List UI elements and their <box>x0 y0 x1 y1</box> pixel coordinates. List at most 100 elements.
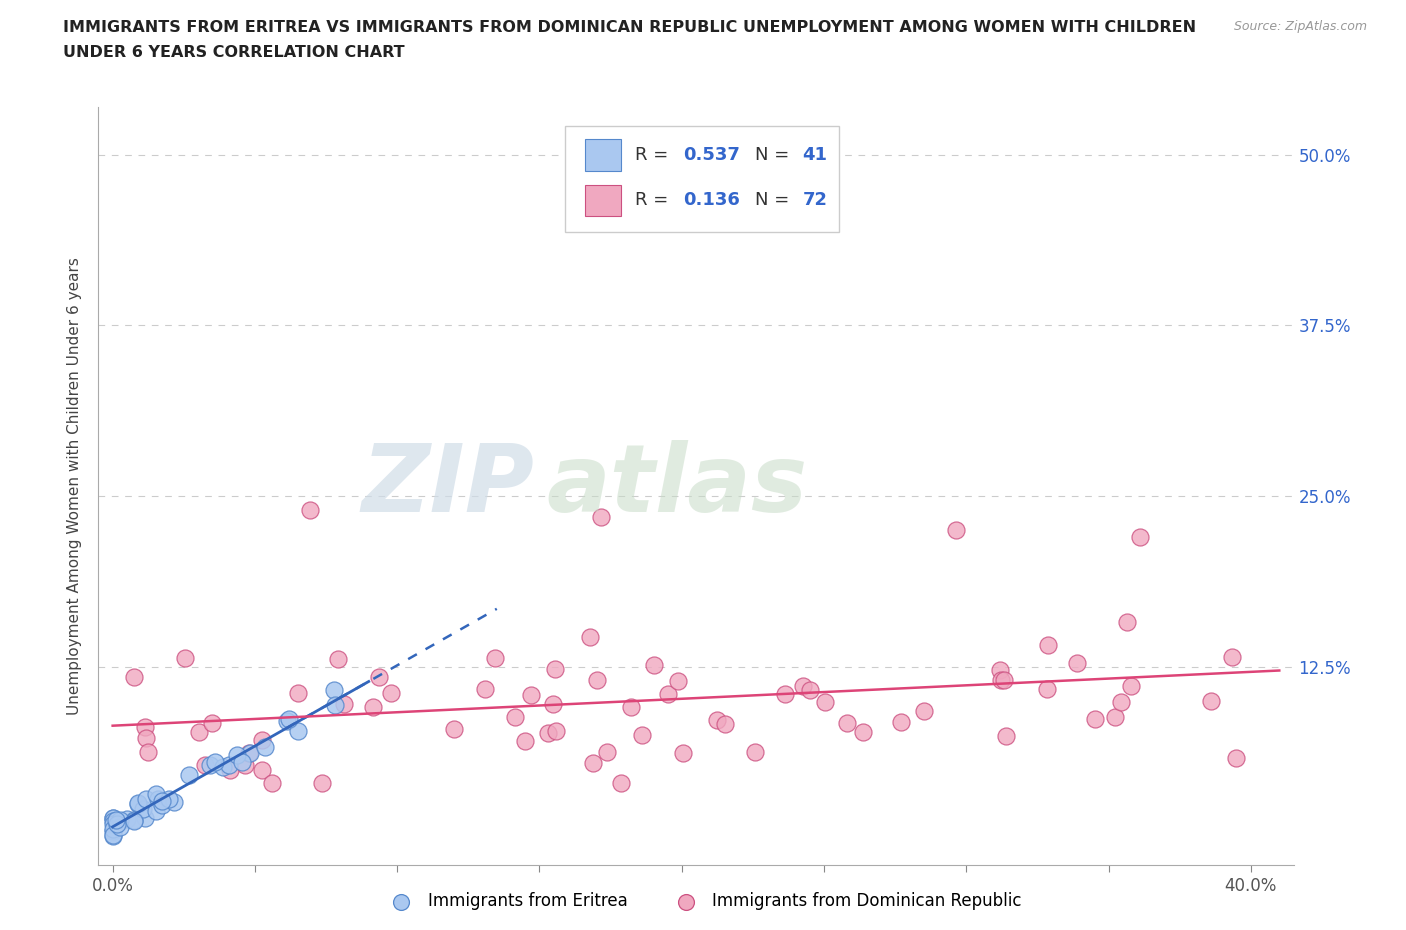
Point <box>254 739 277 754</box>
Point <box>250 732 273 747</box>
Text: UNDER 6 YEARS CORRELATION CHART: UNDER 6 YEARS CORRELATION CHART <box>63 45 405 60</box>
Text: 72: 72 <box>803 192 827 209</box>
Point <box>714 717 737 732</box>
Point <box>333 697 356 711</box>
Point <box>252 763 274 777</box>
Text: R =: R = <box>636 146 673 165</box>
Point <box>589 510 612 525</box>
Point <box>145 804 167 818</box>
Point <box>579 630 602 644</box>
Point <box>105 817 128 831</box>
Point <box>218 763 240 777</box>
Point <box>630 727 652 742</box>
Point <box>299 502 322 517</box>
Point <box>672 746 695 761</box>
Point <box>173 651 195 666</box>
Point <box>503 710 526 724</box>
Point <box>235 757 257 772</box>
Point <box>945 523 967 538</box>
Point <box>134 811 156 826</box>
Point <box>988 662 1011 677</box>
Point <box>773 687 796 702</box>
Point <box>101 828 124 843</box>
Point <box>890 714 912 729</box>
Point <box>110 819 132 834</box>
Text: atlas: atlas <box>547 440 808 532</box>
Point <box>163 794 186 809</box>
Point <box>443 722 465 737</box>
Point <box>1119 678 1142 693</box>
Point <box>101 821 124 836</box>
Point <box>127 796 149 811</box>
Point <box>544 661 567 676</box>
Point <box>145 786 167 801</box>
Point <box>643 658 665 672</box>
Point <box>1109 695 1132 710</box>
Text: 0.136: 0.136 <box>683 192 740 209</box>
Point <box>1115 615 1137 630</box>
Point <box>543 697 565 711</box>
FancyBboxPatch shape <box>585 140 620 171</box>
Point <box>1036 682 1059 697</box>
Point <box>380 685 402 700</box>
Point <box>124 814 146 829</box>
Point <box>1104 710 1126 724</box>
Point <box>101 814 124 829</box>
Point <box>239 745 262 760</box>
Point <box>226 748 249 763</box>
Point <box>706 712 728 727</box>
Point <box>101 810 124 825</box>
Point <box>585 672 607 687</box>
FancyBboxPatch shape <box>565 126 839 232</box>
Point <box>852 724 875 739</box>
Point <box>799 683 821 698</box>
Point <box>146 792 169 807</box>
Point <box>262 776 284 790</box>
Text: N =: N = <box>755 192 794 209</box>
Point <box>546 724 568 738</box>
Point <box>1129 530 1152 545</box>
Y-axis label: Unemployment Among Women with Children Under 6 years: Unemployment Among Women with Children U… <box>67 257 83 715</box>
Point <box>231 754 253 769</box>
Point <box>515 733 537 748</box>
Point <box>198 757 221 772</box>
Point <box>105 812 128 827</box>
Point <box>367 670 389 684</box>
Point <box>276 713 298 728</box>
Point <box>835 715 858 730</box>
Point <box>595 745 617 760</box>
Point <box>122 670 145 684</box>
Point <box>238 746 260 761</box>
Point <box>131 802 153 817</box>
Point <box>188 724 211 739</box>
Point <box>101 817 124 831</box>
Point <box>218 757 240 772</box>
Text: ZIP: ZIP <box>361 440 534 532</box>
Point <box>101 824 124 839</box>
Point <box>582 756 605 771</box>
Point <box>990 672 1012 687</box>
Point <box>150 794 173 809</box>
Point <box>1225 751 1247 765</box>
Point <box>201 715 224 730</box>
Point <box>792 679 814 694</box>
Text: IMMIGRANTS FROM ERITREA VS IMMIGRANTS FROM DOMINICAN REPUBLIC UNEMPLOYMENT AMONG: IMMIGRANTS FROM ERITREA VS IMMIGRANTS FR… <box>63 20 1197 35</box>
Point <box>912 703 935 718</box>
Point <box>110 812 132 827</box>
Point <box>1084 712 1107 727</box>
Point <box>212 759 235 774</box>
Point <box>474 682 496 697</box>
Point <box>744 745 766 760</box>
Point <box>115 812 138 827</box>
Point <box>136 745 159 760</box>
Point <box>194 757 217 772</box>
Point <box>122 813 145 828</box>
Point <box>609 776 631 790</box>
FancyBboxPatch shape <box>585 184 620 217</box>
Point <box>134 720 156 735</box>
Point <box>995 728 1018 743</box>
Point <box>135 731 157 746</box>
Point <box>101 811 124 826</box>
Text: R =: R = <box>636 192 673 209</box>
Point <box>657 686 679 701</box>
